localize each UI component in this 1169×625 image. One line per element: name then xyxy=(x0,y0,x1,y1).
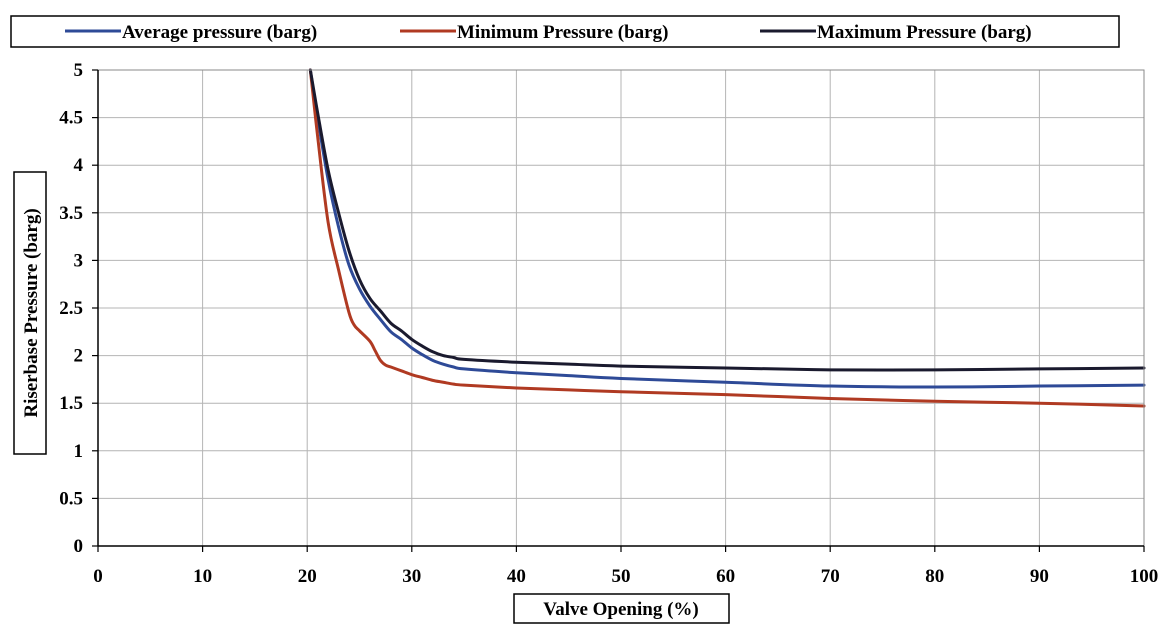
x-tick-label: 0 xyxy=(93,566,103,587)
legend: Average pressure (barg) Minimum Pressure … xyxy=(10,15,1120,48)
x-tick-label: 90 xyxy=(1030,566,1049,587)
y-tick-label: 0.5 xyxy=(59,488,83,509)
tick-labels: 0 10 20 30 40 50 60 70 80 90 100 0 0.5 1 1.5 2 2.5 3 3.5 4 4… xyxy=(59,60,1158,587)
x-tick-label: 70 xyxy=(821,566,840,587)
x-tick-label: 50 xyxy=(612,566,631,587)
x-tick-label: 60 xyxy=(716,566,735,587)
y-tick-label: 4 xyxy=(74,155,84,176)
axes xyxy=(92,69,1145,552)
legend-label: Average pressure (barg) xyxy=(122,22,317,43)
grid xyxy=(97,69,1145,547)
series-line-maximum-pressure xyxy=(308,68,1146,372)
y-tick-label: 5 xyxy=(74,60,84,81)
series-lines xyxy=(308,68,1146,408)
y-axis-title-group: Riserbase Pressure (barg) xyxy=(13,171,47,455)
y-tick-label: 1.5 xyxy=(59,393,83,414)
y-tick-label: 0 xyxy=(74,536,84,557)
y-tick-label: 3 xyxy=(74,250,84,271)
y-axis-title-box xyxy=(13,171,47,455)
legend-box xyxy=(10,15,1120,48)
series-line-average-pressure xyxy=(308,68,1146,389)
y-tick-label: 4.5 xyxy=(59,108,83,129)
y-tick-label: 2 xyxy=(74,346,84,367)
x-tick-label: 10 xyxy=(193,566,212,587)
legend-label: Minimum Pressure (barg) xyxy=(457,22,668,43)
y-tick-label: 2.5 xyxy=(59,298,83,319)
legend-label: Maximum Pressure (barg) xyxy=(817,22,1032,43)
x-axis-title-group: Valve Opening (%) xyxy=(513,593,730,624)
y-tick-label: 3.5 xyxy=(59,203,83,224)
x-tick-label: 40 xyxy=(507,566,526,587)
x-axis-title-box xyxy=(513,593,730,624)
x-tick-label: 20 xyxy=(298,566,317,587)
x-tick-label: 80 xyxy=(925,566,944,587)
series-line-minimum-pressure xyxy=(308,68,1146,408)
x-axis-title: Valve Opening (%) xyxy=(543,599,699,620)
x-tick-label: 100 xyxy=(1130,566,1159,587)
y-axis-title: Riserbase Pressure (barg) xyxy=(21,208,42,417)
y-tick-label: 1 xyxy=(74,441,84,462)
x-tick-label: 30 xyxy=(402,566,421,587)
